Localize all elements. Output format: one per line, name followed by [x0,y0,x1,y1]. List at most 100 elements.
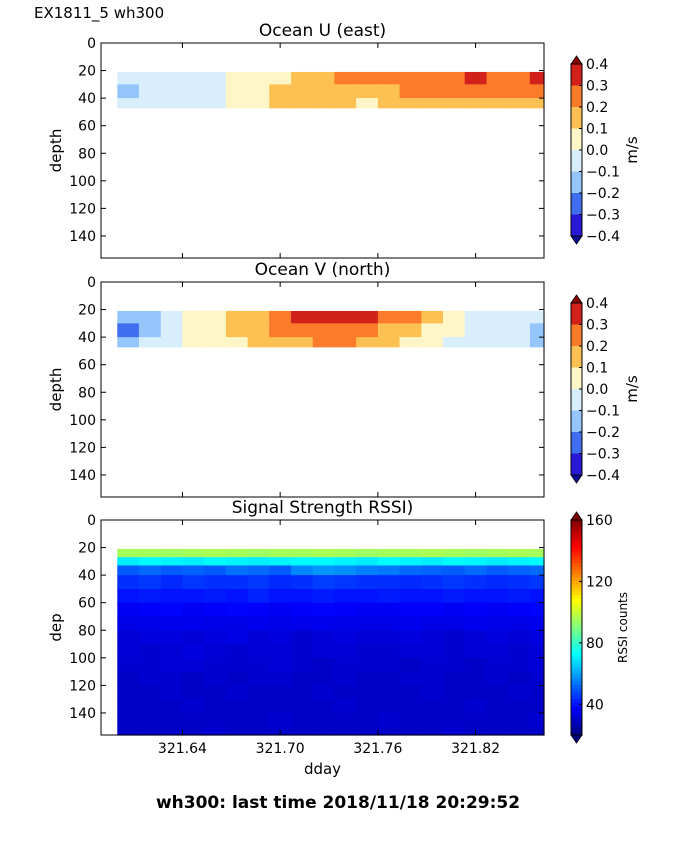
y-tick-label: 80 [78,623,96,639]
heatmap-cell [443,575,466,590]
heatmap-cell [486,323,509,338]
heatmap-cell [182,310,205,324]
heatmap-cell [225,565,249,576]
heatmap-cell [508,588,531,604]
heatmap-cell [117,671,140,686]
heatmap-cell [356,671,379,686]
heatmap-cell [117,588,140,604]
heatmap-cell [291,575,314,590]
heatmap-cell [291,726,314,736]
colorbar-segment [571,570,582,575]
colorbar-tick-label: 0.0 [586,382,608,398]
heatmap-cell [312,588,335,604]
colorbar-segment [571,520,582,525]
heatmap-cell [421,630,444,645]
heatmap-cell [117,602,140,618]
colorbar-tick-label: 0.1 [586,122,608,138]
heatmap-cell [421,685,444,700]
heatmap-cell [204,657,227,673]
heatmap-cell [291,71,314,85]
panel-title: Ocean V (north) [255,260,391,280]
heatmap-cell [377,575,401,590]
y-tick-label: 60 [78,596,96,612]
colorbar-segment [571,545,582,550]
heatmap-cell [421,657,444,673]
heatmap-cell [377,685,401,700]
heatmap-cell [247,712,270,728]
heatmap-cell [443,84,466,99]
colorbar-frame [570,63,583,237]
heatmap-cell [464,699,487,714]
heatmap-cell [421,565,444,576]
heatmap-cell [204,644,227,659]
heatmap-cell [356,575,379,590]
heatmap-cell [291,699,314,714]
heatmap-cell [377,323,401,338]
colorbar-segment [571,720,582,725]
colorbar-segment [571,674,582,679]
heatmap-cell [529,685,545,700]
heatmap-cell [421,671,444,686]
heatmap-cell [421,310,444,324]
heatmap-cell [464,548,487,558]
colorbar-tick-label: 120 [586,574,613,590]
heatmap-cell [529,310,545,324]
colorbar-tick-label: −0.4 [586,229,620,245]
heatmap-cell [486,337,509,348]
heatmap-cell [312,548,335,558]
heatmap-cell [182,699,205,714]
colorbar-segment [571,609,582,614]
heatmap-cell [529,71,545,85]
heatmap-cell [334,71,357,85]
heatmap-cell [377,71,401,85]
heatmap-cell [269,98,292,109]
heatmap-cell [508,71,531,85]
heatmap-cell [399,548,422,558]
colorbar-tick-label: −0.1 [586,404,620,420]
colorbar-segment [571,641,582,647]
heatmap-cell [486,657,509,673]
heatmap-cell [269,575,292,590]
heatmap-cell [160,565,184,576]
heatmap-cell [225,630,249,645]
heatmap-cell [160,602,184,618]
heatmap-cell [291,602,314,618]
heatmap-cell [399,71,422,85]
heatmap-cell [529,630,545,645]
heatmap-cell [399,565,422,576]
colorbar-segment [571,573,582,578]
heatmap-cell [508,616,531,631]
heatmap-cell [247,565,270,576]
heatmap-cell [269,602,292,618]
colorbar-segment [571,631,582,636]
heatmap-cell [377,602,401,618]
heatmap-cell [138,644,162,659]
heatmap-cell [399,98,422,109]
heatmap-cell [399,575,422,590]
colorbar-segment [571,645,582,650]
heatmap-cell [334,671,357,686]
colorbar-segment [571,214,582,237]
heatmap-cell [117,548,140,558]
x-axis-label: dday [304,760,341,778]
heatmap-cell [356,616,379,631]
heatmap-cell [269,337,292,348]
heatmap-cell [117,565,140,576]
heatmap-cell [117,337,140,348]
colorbar-extend-top [570,55,583,65]
heatmap-cell [204,588,227,604]
heatmap-cell [138,323,162,338]
heatmap-cell [377,337,401,348]
heatmap-cell [508,337,531,348]
y-tick-label: 120 [69,201,96,217]
heatmap-cell [334,575,357,590]
heatmap-cell [225,602,249,618]
colorbar-tick-label: 0.2 [586,339,608,355]
colorbar-tick-label: −0.2 [586,186,620,202]
heatmap-cell [312,337,335,348]
heatmap-cell [225,98,249,109]
heatmap-cell [138,310,162,324]
heatmap-cell [160,588,184,604]
heatmap-cell [464,323,487,338]
heatmap-cell [269,644,292,659]
